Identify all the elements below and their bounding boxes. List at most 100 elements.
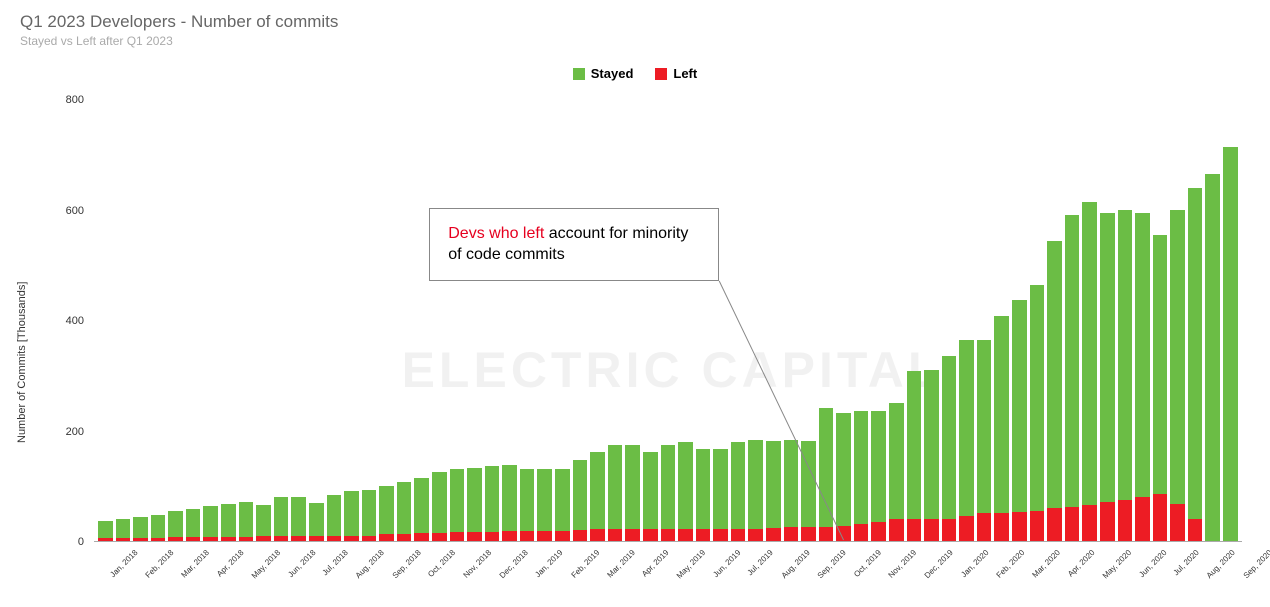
bar-segment-stayed xyxy=(414,478,429,533)
bar-column xyxy=(1205,100,1220,541)
bar-segment-left xyxy=(450,532,465,541)
bar-column xyxy=(924,100,939,541)
plot-inner xyxy=(94,100,1242,542)
bar-column xyxy=(625,100,640,541)
bar-segment-stayed xyxy=(678,442,693,529)
annotation-highlight: Devs who left xyxy=(448,225,544,242)
bar-segment-left xyxy=(1135,497,1150,541)
y-tick: 0 xyxy=(78,536,84,548)
bar-segment-left xyxy=(942,519,957,541)
bar-column xyxy=(116,100,131,541)
bar-column xyxy=(907,100,922,541)
bar-segment-left xyxy=(397,534,412,541)
bar-segment-stayed xyxy=(1100,213,1115,502)
bar-segment-left xyxy=(186,537,201,541)
bar-segment-left xyxy=(1100,502,1115,541)
bar-segment-stayed xyxy=(889,403,904,519)
bar-segment-stayed xyxy=(344,491,359,535)
bar-column xyxy=(977,100,992,541)
y-tick: 200 xyxy=(66,426,84,438)
bar-segment-stayed xyxy=(608,445,623,529)
bar-column xyxy=(1188,100,1203,541)
bar-segment-stayed xyxy=(555,469,570,531)
bar-segment-left xyxy=(766,528,781,541)
bar-column xyxy=(450,100,465,541)
bar-segment-left xyxy=(291,536,306,541)
bar-segment-stayed xyxy=(397,482,412,534)
bar-column xyxy=(414,100,429,541)
bar-segment-left xyxy=(907,519,922,541)
bar-segment-left xyxy=(713,529,728,541)
bar-segment-stayed xyxy=(379,486,394,535)
bar-column xyxy=(1012,100,1027,541)
bar-segment-stayed xyxy=(784,440,799,527)
bar-column xyxy=(1118,100,1133,541)
bar-segment-left xyxy=(1118,500,1133,541)
bar-segment-stayed xyxy=(836,413,851,526)
bar-segment-stayed xyxy=(485,466,500,532)
bar-segment-stayed xyxy=(520,469,535,531)
bar-column xyxy=(467,100,482,541)
bar-segment-stayed xyxy=(327,495,342,536)
bar-segment-left xyxy=(854,524,869,541)
bar-segment-stayed xyxy=(766,441,781,528)
bar-segment-left xyxy=(1065,507,1080,541)
bar-segment-left xyxy=(520,531,535,541)
bar-segment-stayed xyxy=(221,504,236,537)
bar-segment-left xyxy=(151,538,166,541)
bar-segment-left xyxy=(573,530,588,541)
bar-segment-stayed xyxy=(98,521,113,539)
bar-segment-stayed xyxy=(467,468,482,531)
bar-column xyxy=(256,100,271,541)
bar-segment-left xyxy=(748,529,763,541)
bar-segment-left xyxy=(362,536,377,542)
bar-segment-left xyxy=(537,531,552,541)
x-axis-labels: Jan, 2018Feb, 2018Mar, 2018Apr, 2018May,… xyxy=(98,544,1238,590)
bar-segment-left xyxy=(98,538,113,541)
bar-segment-stayed xyxy=(502,465,517,531)
bar-segment-left xyxy=(203,537,218,541)
bar-segment-stayed xyxy=(1012,300,1027,512)
bar-segment-stayed xyxy=(573,460,588,530)
bar-column xyxy=(678,100,693,541)
bar-segment-stayed xyxy=(854,411,869,524)
bar-segment-stayed xyxy=(1082,202,1097,505)
bar-segment-stayed xyxy=(696,449,711,529)
legend-label-left: Left xyxy=(673,66,697,81)
bar-segment-left xyxy=(819,527,834,541)
bar-segment-left xyxy=(485,532,500,541)
bar-segment-stayed xyxy=(748,440,763,529)
bar-segment-left xyxy=(168,537,183,541)
bar-column xyxy=(819,100,834,541)
bar-segment-stayed xyxy=(731,442,746,529)
bar-segment-left xyxy=(1012,512,1027,541)
bar-segment-stayed xyxy=(133,517,148,538)
bar-column xyxy=(362,100,377,541)
bar-segment-left xyxy=(256,536,271,541)
bar-column xyxy=(1135,100,1150,541)
bar-column xyxy=(291,100,306,541)
bar-column xyxy=(379,100,394,541)
bar-segment-left xyxy=(608,529,623,541)
bar-segment-left xyxy=(889,519,904,541)
legend-label-stayed: Stayed xyxy=(591,66,634,81)
bar-segment-stayed xyxy=(625,445,640,529)
bar-column xyxy=(731,100,746,541)
bar-segment-stayed xyxy=(537,469,552,531)
bar-column xyxy=(590,100,605,541)
bar-column xyxy=(836,100,851,541)
annotation-box: Devs who left account for minority of co… xyxy=(429,208,719,281)
bar-column xyxy=(502,100,517,541)
bar-column xyxy=(871,100,886,541)
bar-segment-left xyxy=(502,531,517,541)
bar-segment-stayed xyxy=(151,515,166,538)
bar-column xyxy=(520,100,535,541)
bar-segment-left xyxy=(133,538,148,541)
bar-segment-stayed xyxy=(994,316,1009,513)
bar-segment-stayed xyxy=(959,340,974,516)
bar-segment-stayed xyxy=(1205,174,1220,541)
bar-segment-stayed xyxy=(291,497,306,536)
chart-title: Q1 2023 Developers - Number of commits xyxy=(20,12,1250,32)
bar-column xyxy=(344,100,359,541)
bar-segment-stayed xyxy=(590,452,605,529)
